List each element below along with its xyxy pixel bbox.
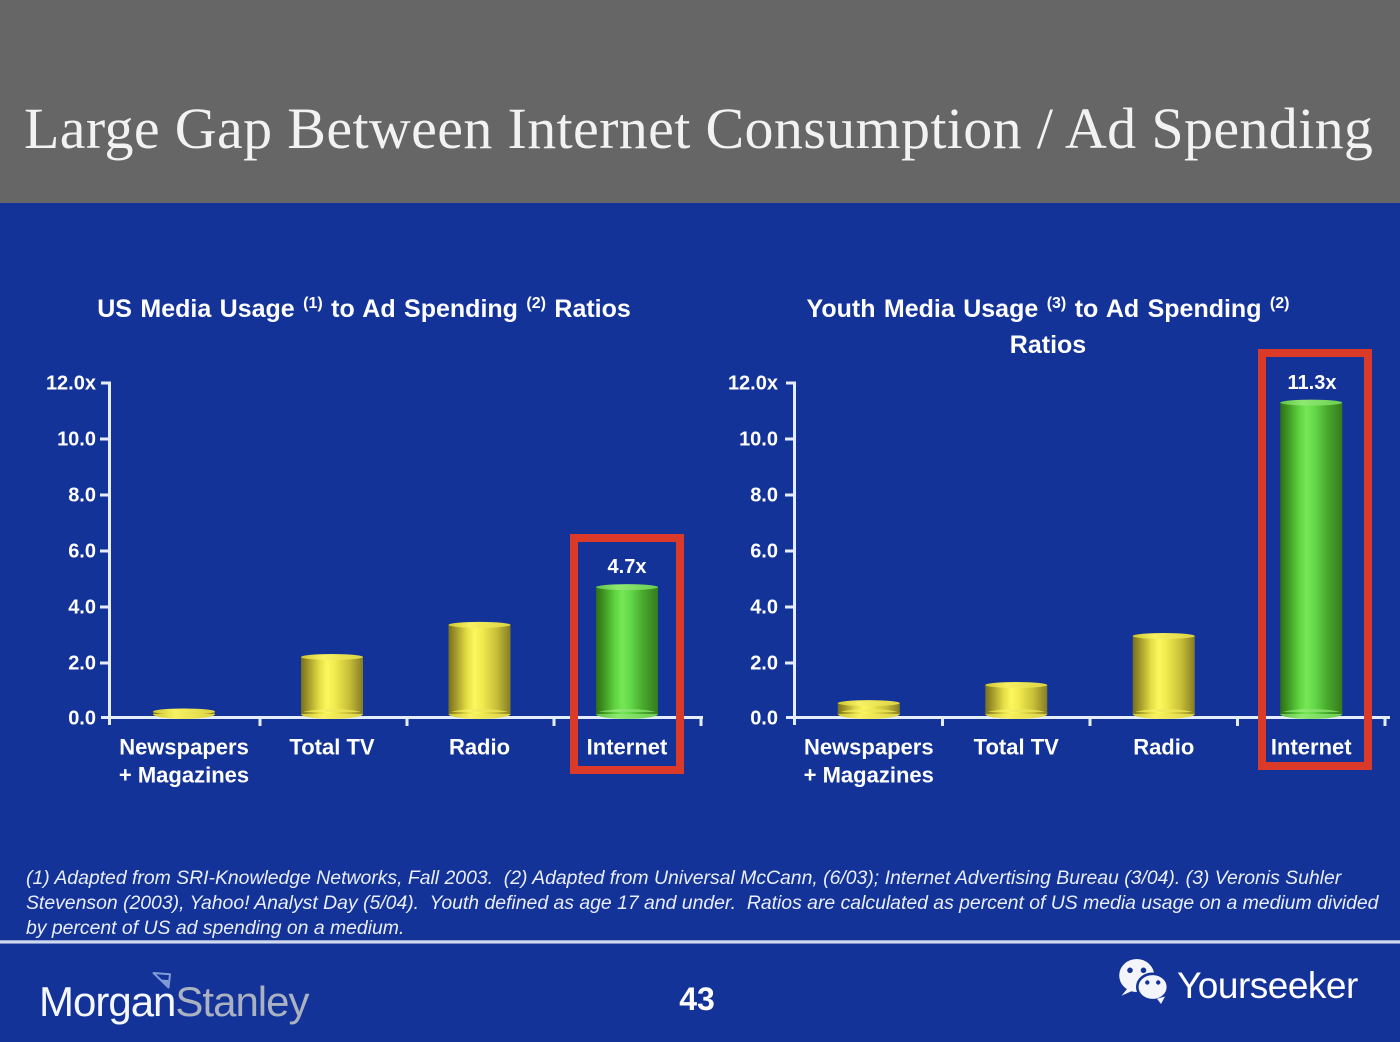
svg-text:Newspapers: Newspapers (804, 735, 934, 760)
svg-text:Internet: Internet (1271, 735, 1352, 760)
svg-text:0.0: 0.0 (750, 708, 778, 730)
svg-text:10.0: 10.0 (57, 429, 96, 451)
svg-text:Newspapers: Newspapers (119, 735, 249, 760)
svg-text:2.0: 2.0 (750, 653, 778, 675)
svg-text:12.0x: 12.0x (46, 373, 96, 395)
svg-text:8.0: 8.0 (68, 485, 96, 507)
svg-text:11.3x: 11.3x (1288, 372, 1337, 394)
svg-text:6.0: 6.0 (68, 541, 96, 563)
svg-text:Total TV: Total TV (289, 735, 374, 760)
svg-text:6.0: 6.0 (750, 541, 778, 563)
svg-text:8.0: 8.0 (750, 485, 778, 507)
svg-text:10.0: 10.0 (739, 429, 778, 451)
svg-text:Internet: Internet (587, 735, 668, 760)
svg-text:0.0: 0.0 (68, 708, 96, 730)
svg-text:Total TV: Total TV (974, 735, 1059, 760)
svg-text:+ Magazines: + Magazines (804, 763, 934, 788)
svg-text:Radio: Radio (449, 735, 510, 760)
svg-text:4.0: 4.0 (68, 597, 96, 619)
svg-text:2.0: 2.0 (68, 653, 96, 675)
svg-text:+ Magazines: + Magazines (119, 763, 249, 788)
svg-text:4.7x: 4.7x (608, 556, 647, 578)
svg-text:12.0x: 12.0x (728, 373, 778, 395)
svg-text:4.0: 4.0 (750, 597, 778, 619)
svg-text:Radio: Radio (1133, 735, 1194, 760)
